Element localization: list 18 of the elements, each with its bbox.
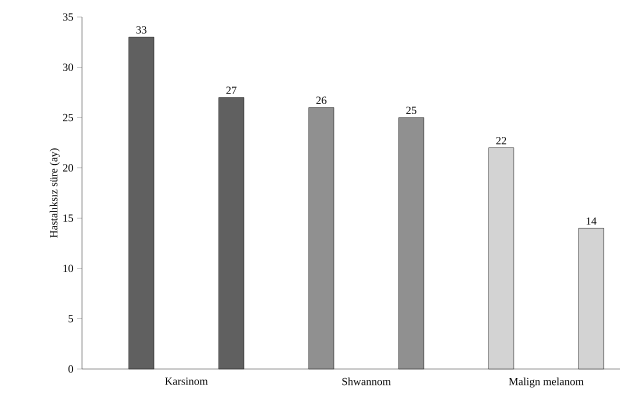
data-label: 26 [316, 96, 326, 104]
y-tick-label: 30 [63, 64, 74, 71]
data-label: 14 [586, 217, 597, 225]
data-label: 33 [136, 26, 146, 34]
data-label: 25 [406, 106, 416, 114]
x-tick-label: Shwannom [342, 378, 391, 386]
y-tick-label: 10 [63, 264, 74, 272]
y-tick-label: 0 [68, 365, 74, 373]
data-label: 22 [496, 136, 506, 144]
y-tick-label: 20 [63, 164, 74, 172]
y-axis-title: Hastalıksız süre (ay) [50, 148, 60, 238]
y-tick-label: 35 [63, 13, 74, 21]
y-tick-label: 25 [63, 114, 74, 122]
x-tick-label: Malign melanom [508, 378, 584, 388]
data-label: 27 [226, 86, 237, 94]
y-tick-label: 15 [63, 214, 74, 222]
y-tick-label: 5 [68, 315, 74, 322]
x-tick-label: Karsinom [165, 378, 208, 385]
